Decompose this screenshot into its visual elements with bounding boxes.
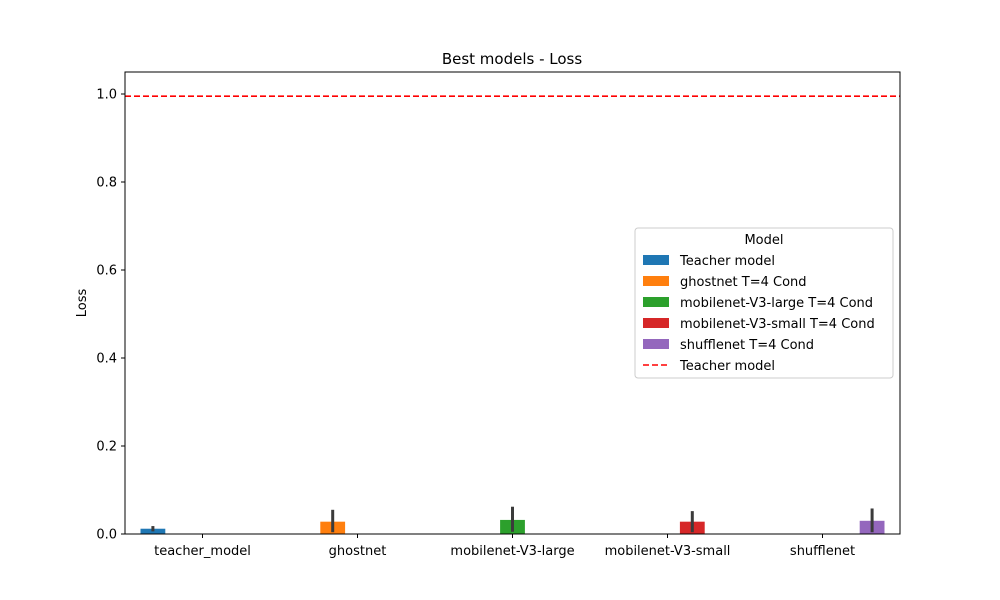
y-tick-label: 0.0 [96, 528, 117, 543]
legend-title: Model [744, 233, 783, 248]
y-tick-label: 0.6 [96, 264, 117, 279]
chart-title: Best models - Loss [442, 50, 583, 68]
error-bars-group [151, 506, 874, 533]
x-tick-label: mobilenet-V3-large [450, 544, 574, 559]
y-tick-label: 1.0 [96, 88, 117, 103]
legend-swatch [643, 255, 669, 265]
legend-swatch [643, 297, 669, 307]
y-tick-label: 0.8 [96, 176, 117, 191]
legend-label: Teacher model [679, 254, 775, 269]
y-tick-label: 0.4 [96, 352, 117, 367]
x-axis: teacher_model ghostnet mobilenet-V3-large m… [154, 534, 855, 559]
legend-swatch [643, 276, 669, 286]
legend-swatch [643, 318, 669, 328]
y-axis: 0.0 0.2 0.4 0.6 0.8 1.0 [96, 88, 125, 543]
legend-label: Teacher model [679, 359, 775, 374]
x-tick-label: teacher_model [154, 544, 251, 559]
legend: Model Teacher model ghostnet T=4 Cond mobi… [634, 227, 894, 379]
x-tick-label: mobilenet-V3-small [605, 544, 731, 559]
x-tick-label: ghostnet [329, 544, 387, 559]
legend-label: mobilenet-V3-small T=4 Cond [680, 317, 875, 332]
legend-frame [634, 227, 894, 379]
legend-swatch [643, 339, 669, 349]
legend-label: ghostnet T=4 Cond [680, 275, 807, 290]
legend-label: mobilenet-V3-large T=4 Cond [680, 296, 873, 311]
x-tick-label: shufflenet [790, 544, 855, 559]
y-axis-label: Loss [75, 289, 90, 318]
y-tick-label: 0.2 [96, 440, 117, 455]
legend-label: shufflenet T=4 Cond [680, 338, 814, 353]
